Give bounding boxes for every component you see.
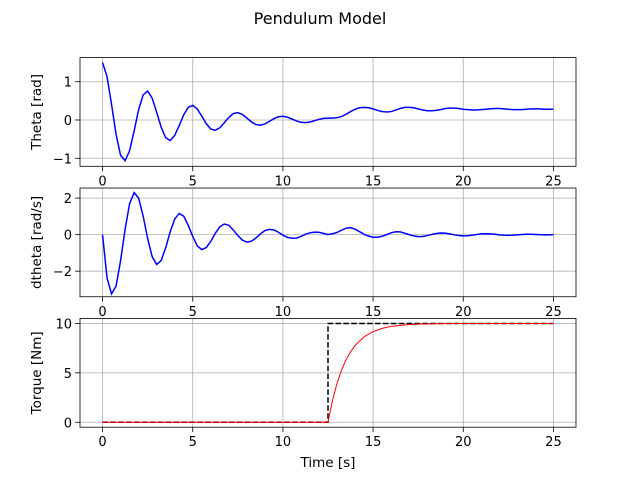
y-tick-label: 0 [64,114,72,129]
x-tick-label: 0 [98,174,106,189]
x-tick-label: 25 [545,174,562,189]
x-tick-label: 20 [455,305,472,320]
line-series [101,62,554,163]
x-tick-label: 15 [365,174,382,189]
x-tick-label: 15 [365,305,382,320]
x-tick-label: 0 [98,435,106,450]
plot-area [102,322,554,424]
plot-area [101,191,554,296]
plot-area [101,62,554,163]
y-tick-label: 10 [55,317,72,332]
x-tick-label: 25 [545,305,562,320]
y-axis-label: Theta [rad] [29,74,45,151]
x-tick-label: 15 [365,435,382,450]
x-tick-label: 10 [275,174,292,189]
x-tick-label: 10 [275,435,292,450]
y-tick-label: 2 [64,192,72,207]
x-tick-label: 25 [545,435,562,450]
x-tick-label: 10 [275,305,292,320]
line-series [102,322,554,423]
x-tick-label: 20 [455,174,472,189]
axes-frame [79,57,577,167]
x-tick-label: 5 [189,174,197,189]
y-axis-label: Torque [Nm] [29,331,45,415]
x-tick-label: 20 [455,435,472,450]
line-series [101,191,554,296]
y-tick-label: 5 [64,367,72,382]
y-tick-label: 0 [64,229,72,244]
y-tick-label: −2 [53,265,72,280]
y-tick-label: 1 [64,76,72,91]
y-axis-label: dtheta [rad/s] [29,196,45,289]
figure-title: Pendulum Model [254,9,387,28]
x-axis-label: Time [s] [300,455,356,471]
axes-frame [79,318,577,428]
axes-frame [79,187,577,298]
y-tick-label: −1 [53,152,72,167]
x-tick-label: 0 [98,305,106,320]
y-tick-label: 0 [64,416,72,431]
x-tick-label: 5 [189,435,197,450]
x-tick-label: 5 [189,305,197,320]
